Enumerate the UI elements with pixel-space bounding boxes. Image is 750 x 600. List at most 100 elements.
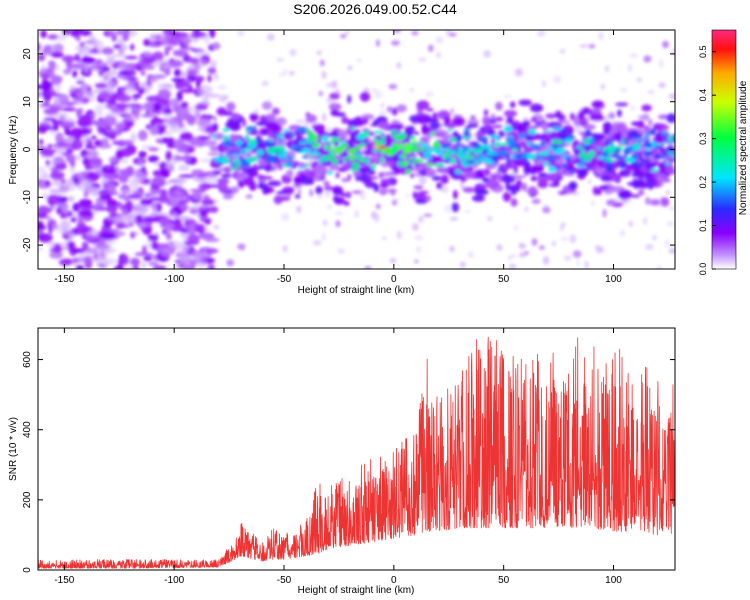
heatmap-cell [43,170,48,178]
heatmap-cell [115,231,126,237]
heatmap-x-ticks: -150 -100 -50 0 50 100 [54,30,622,285]
heatmap-cell [139,81,149,90]
heatmap-cell [490,155,499,161]
heatmap-cell [305,114,317,123]
heatmap-cell [261,101,273,110]
heatmap-cell [306,139,313,145]
heatmap-cell [415,114,429,124]
heatmap-cell [117,139,126,144]
heatmap-cell [453,114,463,118]
heatmap-blobs [38,30,675,269]
heatmap-cell [298,141,306,145]
heatmap-cell [226,151,232,156]
heatmap-cell [604,115,609,122]
heatmap-cell [199,158,214,163]
heatmap-cell [401,161,408,167]
heatmap-cell [122,214,135,219]
heatmap-cell [99,61,106,67]
heatmap-cell [351,148,360,152]
heatmap-cell [529,125,539,130]
heatmap-cell [256,139,264,143]
heatmap-cell [423,213,433,217]
heatmap-cell [347,94,352,104]
heatmap-cell [556,139,564,145]
heatmap-cell [617,145,624,150]
heatmap-cell [506,158,511,165]
heatmap-cell [301,145,305,150]
heatmap-cell [600,83,606,90]
snr-series-line [38,336,675,569]
heatmap-cell [47,34,59,40]
heatmap-cell [257,175,266,179]
heatmap-cell [631,130,638,138]
heatmap-cell [69,85,77,94]
heatmap-cell [190,206,200,216]
heatmap-cell [292,183,303,189]
heatmap-cell [605,140,609,147]
y-tick-label: -20 [22,237,33,252]
heatmap-cell [275,191,289,195]
heatmap-cell [245,194,253,199]
heatmap-cell [608,142,615,146]
heatmap-cell [108,30,117,37]
heatmap-cell [448,137,458,142]
heatmap-cell [287,155,293,162]
heatmap-cell [569,112,576,121]
heatmap-cell [329,92,340,100]
heatmap-cell [523,207,530,212]
heatmap-cell [411,30,419,36]
heatmap-cell [562,127,568,133]
heatmap-cell [647,90,655,95]
heatmap-cell [38,233,53,243]
x-tick-label: -100 [164,274,184,285]
heatmap-cell [584,153,593,160]
heatmap-cell [331,159,339,165]
heatmap-cell [409,88,414,92]
heatmap-cell [627,159,636,163]
heatmap-cell [41,212,48,217]
heatmap-cell [326,127,332,132]
heatmap-cell [143,255,153,262]
heatmap-cell [289,48,297,57]
heatmap-cell [142,227,152,236]
heatmap-cell [258,159,269,167]
heatmap-cell [129,221,134,227]
heatmap-cell [53,243,62,254]
heatmap-cell [380,178,394,183]
heatmap-cell [193,30,201,39]
heatmap-cell [286,162,294,168]
heatmap-cell [580,107,592,115]
heatmap-cell [462,187,476,193]
heatmap-cell [167,36,181,46]
heatmap-cell [94,104,104,115]
heatmap-cell [237,180,245,189]
heatmap-cell [379,172,384,179]
heatmap-cell [491,134,500,140]
heatmap-cell [147,155,159,163]
heatmap-cell [67,196,75,202]
heatmap-cell [106,80,117,88]
heatmap-cell [518,141,530,148]
heatmap-cell [281,146,286,151]
heatmap-cell [286,169,294,179]
heatmap-cell [343,201,350,206]
heatmap-cell [566,156,570,163]
x-tick-label: 100 [605,575,622,586]
heatmap-cell [366,158,370,165]
heatmap-cell [528,128,536,135]
heatmap-cell [222,193,233,200]
heatmap-cell [591,201,595,206]
heatmap-cell [326,204,333,210]
heatmap-cell [117,259,123,263]
heatmap-cell [160,168,169,178]
heatmap-cell [61,55,76,63]
heatmap-cell [120,83,137,95]
heatmap-cell [379,181,389,189]
heatmap-cell [630,194,641,198]
heatmap-cell [643,217,647,225]
heatmap-cell [328,141,335,145]
heatmap-cell [42,192,48,200]
heatmap-cell [142,245,147,256]
heatmap-cell [588,133,599,137]
heatmap-cell [407,154,418,159]
